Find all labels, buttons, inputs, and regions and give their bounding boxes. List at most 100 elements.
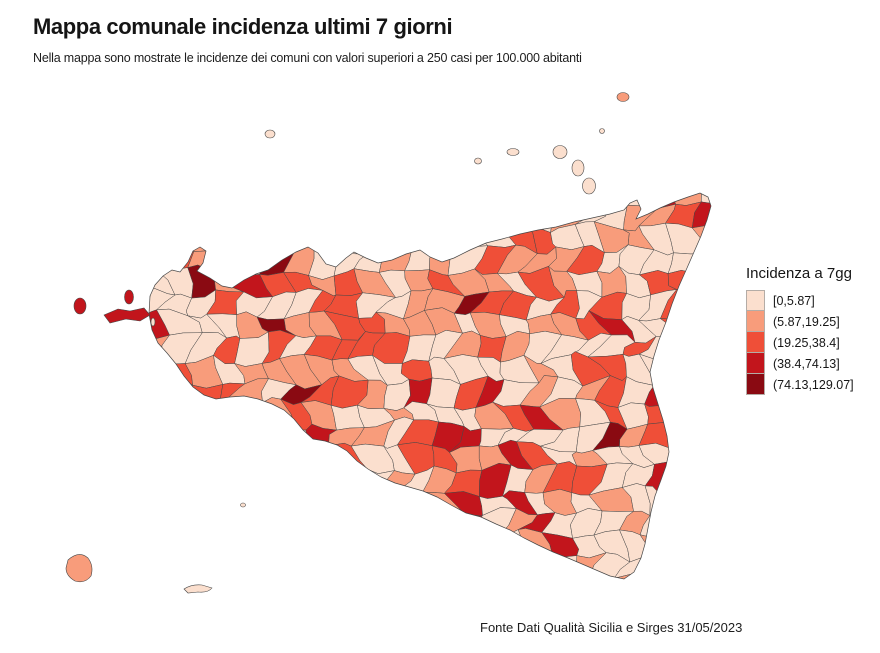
legend-title: Incidenza a 7gg (746, 265, 852, 282)
municipality-cell (404, 193, 441, 210)
municipality-cell (305, 193, 338, 210)
legend-swatch-icon (746, 374, 765, 395)
municipality-cell (184, 512, 227, 540)
municipality-cell (718, 403, 744, 430)
municipality-cell (378, 193, 421, 207)
municipality-cell (709, 580, 750, 603)
source-caption: Fonte Dati Qualità Sicilia e Sirges 31/0… (480, 620, 743, 635)
municipality-cell (686, 357, 711, 384)
municipality-cell (382, 198, 421, 231)
municipality-cell (188, 486, 227, 518)
municipality-cell (283, 193, 314, 210)
municipality-cell (231, 193, 276, 209)
legend-item: [0,5.87] (746, 290, 876, 311)
municipality-cell (280, 489, 315, 515)
municipality-cell (305, 575, 346, 579)
municipality-cell (707, 529, 711, 558)
municipality-cell (149, 551, 170, 577)
municipality-cell (396, 553, 434, 579)
municipality-cell (354, 559, 388, 579)
municipality-cell (686, 420, 711, 454)
municipality-cell (468, 193, 511, 210)
island-filicudi (506, 148, 520, 156)
municipality-cell (149, 419, 176, 451)
municipality-cell (707, 419, 711, 450)
municipality-cell (690, 399, 711, 431)
municipality-cell (184, 533, 228, 564)
municipality-cell (149, 469, 174, 494)
municipality-cell (693, 268, 711, 298)
municipality-cell (166, 193, 200, 210)
municipality-cell (429, 200, 457, 233)
municipality-cell (611, 193, 658, 209)
municipality-cell (306, 202, 338, 234)
municipality-cell (472, 580, 509, 604)
municipality-cell (207, 534, 248, 562)
municipality-cell (587, 578, 636, 579)
municipality-cell (694, 466, 711, 492)
municipality-cell (239, 555, 265, 579)
legend-label: (5.87,19.25] (773, 314, 840, 329)
municipality-cell (305, 464, 348, 491)
municipality-cell (258, 226, 297, 245)
legend-item: (5.87,19.25] (746, 311, 876, 332)
municipality-cell (381, 509, 415, 540)
municipality-cell (667, 252, 703, 274)
legend-swatch-icon (746, 332, 765, 353)
municipality-cell (228, 397, 269, 428)
municipality-cell (230, 243, 268, 276)
municipality-cell (451, 532, 485, 558)
municipality-cell (253, 556, 291, 579)
municipality-cell (185, 427, 220, 449)
municipality-cell (693, 530, 711, 559)
municipality-cell (708, 552, 711, 579)
municipality-cell (690, 377, 711, 409)
legend-item: (74.13,129.07] (746, 374, 876, 395)
municipality-cell (349, 193, 392, 202)
municipality-cell (690, 553, 711, 579)
incidence-legend: Incidenza a 7gg [0,5.87] (5.87,19.25] (1… (746, 265, 876, 395)
municipality-cell (686, 449, 711, 475)
municipality-cell (209, 555, 248, 579)
page-subtitle: Nella mappa sono mostrate le incidenze d… (33, 51, 582, 65)
municipality-cell (708, 485, 711, 511)
island-stagnone (150, 317, 156, 327)
municipality-cell (260, 533, 293, 562)
municipality-cell (570, 580, 611, 605)
municipality-cell (528, 552, 554, 579)
municipality-cell (259, 509, 291, 537)
municipality-cell (215, 193, 250, 209)
municipality-cell (693, 506, 711, 534)
municipality-cell (214, 424, 248, 449)
municipality-cell (452, 193, 484, 208)
municipality-cell (494, 576, 531, 579)
municipality-cell (149, 378, 179, 408)
municipality-cell (720, 362, 749, 382)
municipality-cell (299, 530, 342, 560)
municipality-cell (668, 447, 697, 475)
municipality-cell (349, 529, 388, 563)
municipality-cell (149, 226, 176, 252)
municipality-cell (234, 443, 271, 475)
municipality-cell (262, 446, 294, 470)
municipality-cell (167, 491, 205, 517)
island-salina (552, 145, 568, 159)
municipality-cell (187, 466, 226, 496)
municipality-cell (354, 576, 392, 579)
municipality-cell (214, 443, 247, 475)
legend-swatch-icon (746, 290, 765, 311)
island-vulcano (582, 177, 596, 195)
municipality-cell (718, 222, 753, 253)
municipality-cell (323, 464, 368, 493)
municipality-cell (405, 203, 441, 233)
municipality-cell (159, 513, 205, 538)
municipality-cell (453, 552, 485, 579)
municipality-cell (180, 193, 229, 210)
municipality-cell (258, 199, 292, 232)
municipality-cell (714, 269, 746, 297)
municipality-cell (695, 488, 711, 510)
municipality-cell (404, 509, 439, 539)
municipality-cell (234, 423, 269, 451)
municipality-cell (277, 578, 313, 579)
